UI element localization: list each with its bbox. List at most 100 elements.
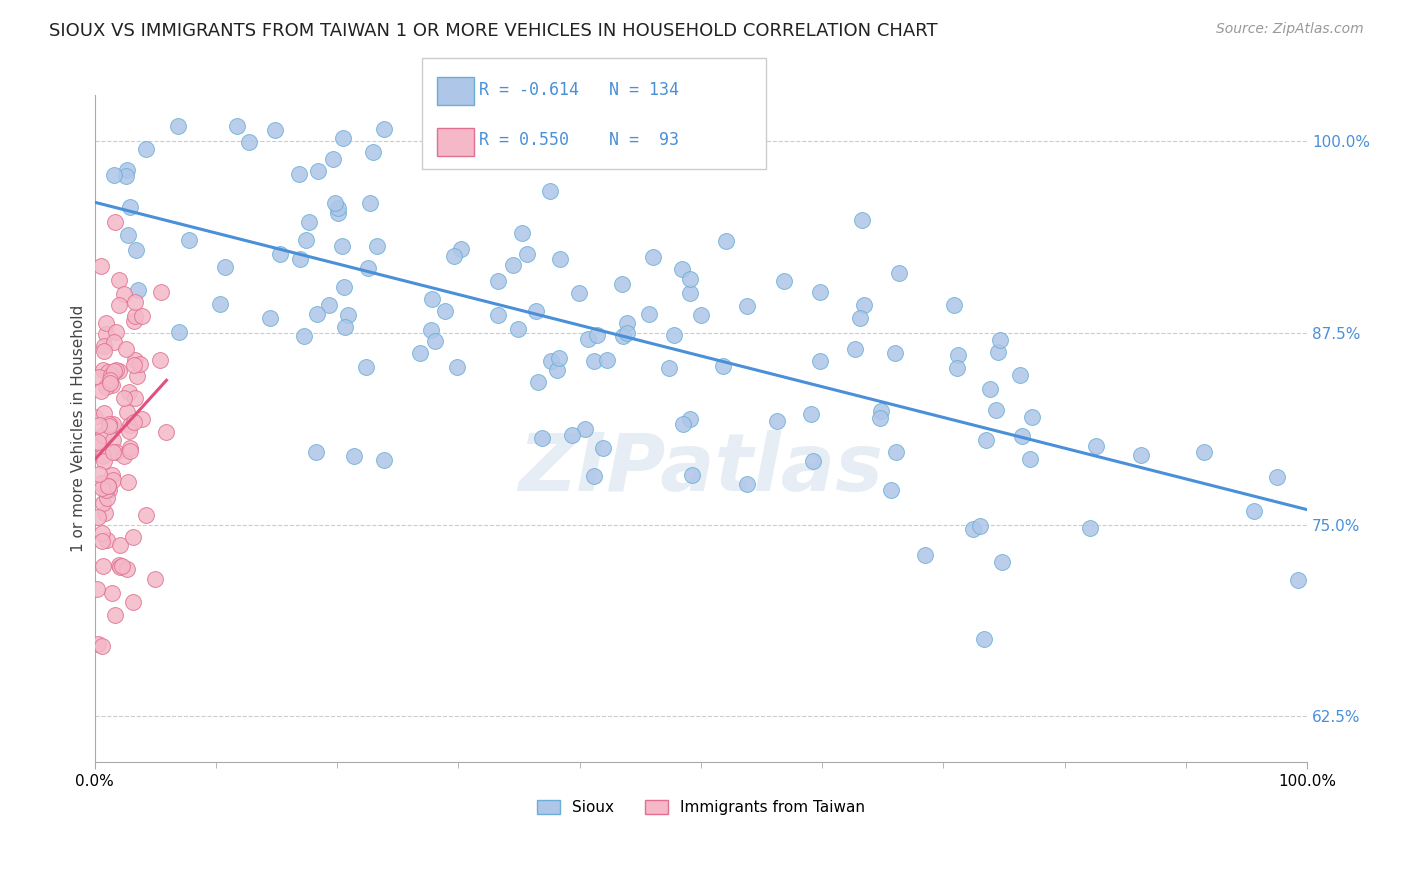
Point (86, 582, 108, 596)
Point (120, 200, 142, 214)
Point (679, 272, 702, 286)
Point (177, 233, 200, 247)
Point (96, 491, 118, 505)
Point (259, 311, 281, 326)
Point (97, 419, 120, 434)
Point (117, 227, 139, 242)
Point (97, 365, 120, 379)
Point (87, 370, 110, 384)
Point (531, 431, 554, 445)
Point (89, 417, 111, 432)
Point (112, 450, 135, 464)
Point (91, 363, 114, 377)
Point (288, 252, 311, 266)
Point (548, 252, 571, 266)
Point (122, 595, 145, 609)
Point (612, 328, 634, 343)
Point (115, 169, 138, 184)
Point (502, 259, 524, 273)
Text: R = 0.550    N =  93: R = 0.550 N = 93 (479, 131, 679, 149)
Y-axis label: 1 or more Vehicles in Household: 1 or more Vehicles in Household (72, 305, 86, 552)
Point (93, 449, 115, 463)
Point (124, 314, 146, 328)
Point (124, 353, 146, 368)
Point (120, 442, 142, 456)
Point (1265, 469, 1288, 483)
Point (124, 309, 146, 323)
Point (108, 364, 131, 378)
Point (90, 475, 112, 490)
Point (884, 444, 907, 458)
Point (104, 607, 127, 622)
Point (226, 119, 249, 133)
Point (98, 376, 121, 390)
Point (486, 308, 509, 322)
Point (1129, 448, 1152, 462)
Point (117, 475, 139, 489)
Point (307, 164, 329, 178)
Point (508, 322, 530, 336)
Point (326, 201, 349, 215)
Point (127, 283, 149, 297)
Point (108, 558, 131, 572)
Point (97, 417, 120, 432)
Point (100, 368, 122, 382)
Point (91, 496, 114, 510)
Point (987, 345, 1010, 359)
Point (104, 215, 127, 229)
Point (773, 274, 796, 288)
Point (87, 637, 110, 651)
Point (90, 533, 112, 548)
Point (420, 292, 443, 306)
Point (131, 309, 153, 323)
Point (765, 414, 787, 428)
Point (433, 303, 456, 318)
Point (690, 309, 713, 323)
Point (103, 364, 125, 378)
Point (100, 418, 122, 433)
Legend: Sioux, Immigrants from Taiwan: Sioux, Immigrants from Taiwan (531, 794, 870, 822)
Point (343, 450, 366, 464)
Point (576, 332, 599, 346)
Point (1019, 452, 1042, 467)
Point (120, 443, 142, 458)
Point (409, 345, 432, 359)
Point (419, 323, 441, 337)
Point (658, 361, 681, 376)
Point (238, 135, 260, 149)
Point (887, 266, 910, 280)
Point (333, 279, 356, 293)
Point (104, 325, 127, 339)
Point (332, 131, 354, 145)
Point (679, 412, 702, 426)
Point (97, 478, 120, 492)
Point (87, 510, 110, 524)
Point (90, 259, 112, 273)
Point (716, 234, 738, 248)
Point (115, 405, 138, 419)
Point (1011, 429, 1033, 443)
Point (333, 320, 356, 334)
Point (1243, 504, 1265, 518)
Point (679, 285, 702, 300)
Point (662, 328, 685, 343)
Point (112, 286, 135, 301)
Point (354, 360, 377, 375)
Point (574, 422, 596, 436)
Point (330, 239, 353, 253)
Point (801, 453, 824, 467)
Point (103, 335, 125, 350)
Point (105, 363, 128, 377)
Point (946, 361, 969, 376)
Point (672, 417, 695, 432)
Point (596, 353, 619, 368)
Point (322, 152, 344, 166)
Text: SIOUX VS IMMIGRANTS FROM TAIWAN 1 OR MORE VEHICLES IN HOUSEHOLD CORRELATION CHAR: SIOUX VS IMMIGRANTS FROM TAIWAN 1 OR MOR… (49, 22, 938, 40)
Point (671, 262, 693, 277)
Point (107, 273, 129, 287)
Point (135, 142, 157, 156)
Point (870, 404, 893, 418)
Point (582, 468, 605, 483)
Point (208, 297, 231, 311)
Point (884, 345, 907, 359)
